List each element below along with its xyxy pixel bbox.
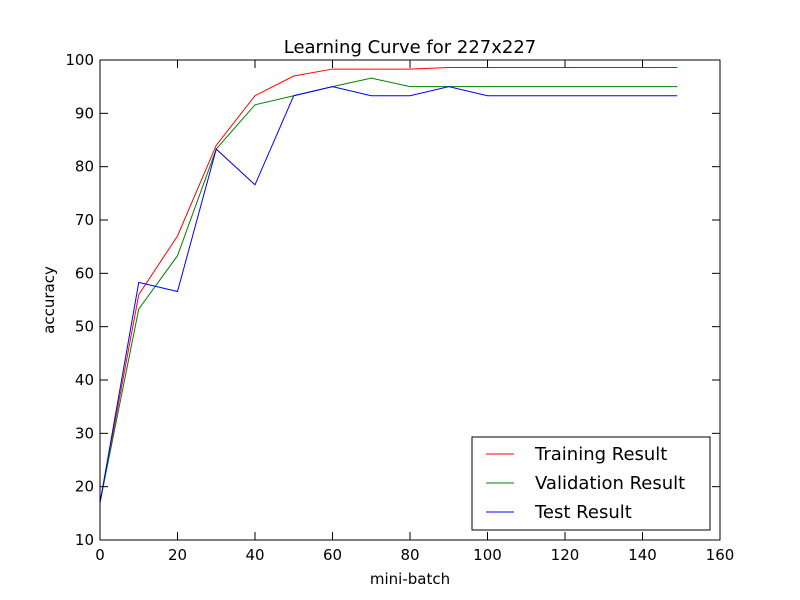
- y-tick-label: 20: [75, 478, 94, 496]
- y-axis: 10 20 30 40 50 60 70 80 90 100: [65, 51, 720, 549]
- legend-label-2: Validation Result: [535, 473, 685, 494]
- series-line-1: [99, 66, 678, 503]
- x-tick-label: 120: [551, 546, 580, 564]
- legend: Training Result Validation Result Test Res…: [471, 436, 711, 531]
- y-tick-label: 60: [75, 264, 94, 282]
- series-line-2: [99, 77, 678, 503]
- x-axis: 0 20 40 60 80 100 120 140 160: [95, 60, 734, 564]
- y-tick-label: 50: [75, 318, 94, 336]
- chart-title: Learning Curve for 227x227: [284, 37, 537, 58]
- y-tick-label: 30: [75, 424, 94, 442]
- x-tick-label: 60: [323, 546, 342, 564]
- y-axis-label: accuracy: [40, 266, 58, 334]
- x-tick-label: 0: [95, 546, 105, 564]
- legend-label-1: Training Result: [534, 444, 667, 465]
- x-tick-label: 160: [706, 546, 735, 564]
- y-tick-label: 80: [75, 158, 94, 176]
- x-axis-label: mini-batch: [370, 570, 450, 588]
- y-tick-label: 10: [75, 531, 94, 549]
- x-tick-label: 140: [628, 546, 657, 564]
- x-tick-label: 40: [245, 546, 264, 564]
- x-tick-label: 80: [400, 546, 419, 564]
- y-tick-label: 70: [75, 211, 94, 229]
- y-tick-label: 90: [75, 104, 94, 122]
- legend-label-3: Test Result: [534, 502, 632, 523]
- x-tick-label: 20: [168, 546, 187, 564]
- plot-area: [99, 66, 678, 503]
- y-tick-label: 100: [65, 51, 94, 69]
- x-tick-label: 100: [473, 546, 502, 564]
- y-tick-label: 40: [75, 371, 94, 389]
- series-line-3: [99, 86, 678, 503]
